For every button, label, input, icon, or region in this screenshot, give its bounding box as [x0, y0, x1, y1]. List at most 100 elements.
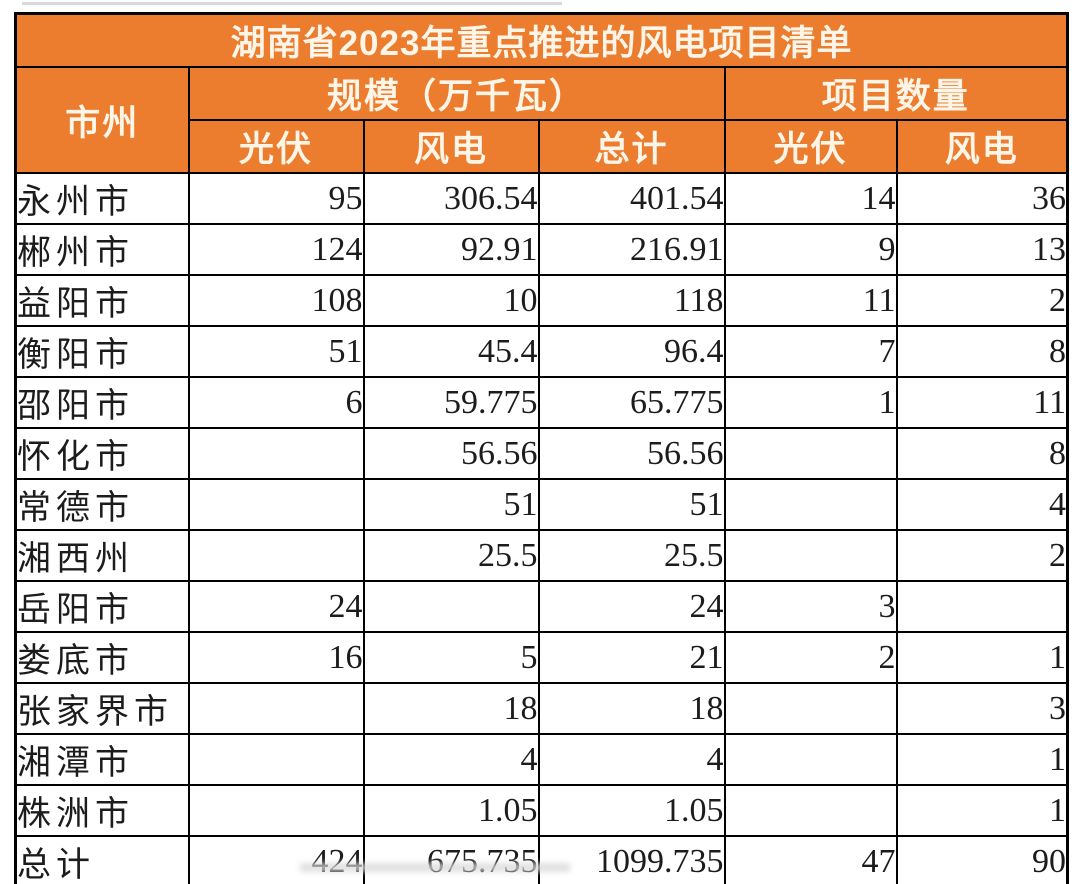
table-title: 湖南省2023年重点推进的风电项目清单 — [14, 12, 1069, 68]
scale-pv-cell: 24 — [187, 580, 365, 633]
header-group-row: 市州 规模（万千瓦） 项目数量 — [14, 66, 1069, 174]
scale-pv-cell — [187, 427, 365, 480]
scale-pv-cell — [187, 529, 365, 582]
count-pv-cell — [723, 529, 898, 582]
count-wind-cell: 36 — [895, 172, 1069, 225]
city-cell: 株洲市 — [14, 784, 190, 837]
count-pv-cell: 47 — [723, 835, 898, 884]
scale-wind-cell: 45.4 — [362, 325, 540, 378]
scale-total-cell: 1099.735 — [537, 835, 726, 884]
city-cell: 总计 — [14, 835, 190, 884]
count-wind-cell: 1 — [895, 733, 1069, 786]
scale-pv-cell — [187, 682, 365, 735]
count-pv-cell — [723, 733, 898, 786]
table-row: 怀化市 56.56 56.56 8 — [14, 427, 1069, 480]
count-wind-cell: 90 — [895, 835, 1069, 884]
scale-wind-cell: 59.775 — [362, 376, 540, 429]
scale-total-cell: 56.56 — [537, 427, 726, 480]
scale-total-cell: 65.775 — [537, 376, 726, 429]
table-row: 张家界市 18 18 3 — [14, 682, 1069, 735]
scale-pv-cell: 424 — [187, 835, 365, 884]
city-cell: 常德市 — [14, 478, 190, 531]
header-scale-group: 规模（万千瓦） — [187, 66, 726, 121]
city-cell: 益阳市 — [14, 274, 190, 327]
table-row: 邵阳市 6 59.775 65.775 1 11 — [14, 376, 1069, 429]
count-pv-cell: 7 — [723, 325, 898, 378]
table-row: 郴州市 124 92.91 216.91 9 13 — [14, 223, 1069, 276]
count-wind-cell — [895, 580, 1069, 633]
scale-pv-cell: 6 — [187, 376, 365, 429]
city-cell: 郴州市 — [14, 223, 190, 276]
table-row: 衡阳市 51 45.4 96.4 7 8 — [14, 325, 1069, 378]
table-row: 湘西州 25.5 25.5 2 — [14, 529, 1069, 582]
top-crop-artifact — [22, 2, 562, 5]
city-cell: 衡阳市 — [14, 325, 190, 378]
header-city: 市州 — [14, 66, 190, 174]
city-cell: 湘西州 — [14, 529, 190, 582]
scale-total-cell: 96.4 — [537, 325, 726, 378]
table-row: 常德市 51 51 4 — [14, 478, 1069, 531]
city-cell: 张家界市 — [14, 682, 190, 735]
count-pv-cell — [723, 784, 898, 837]
scale-wind-cell: 92.91 — [362, 223, 540, 276]
table-row: 岳阳市 24 24 3 — [14, 580, 1069, 633]
city-cell: 湘潭市 — [14, 733, 190, 786]
table-row: 湘潭市 4 4 1 — [14, 733, 1069, 786]
scale-pv-cell — [187, 733, 365, 786]
scale-total-cell: 51 — [537, 478, 726, 531]
scale-pv-cell: 51 — [187, 325, 365, 378]
scale-pv-cell — [187, 478, 365, 531]
city-cell: 邵阳市 — [14, 376, 190, 429]
header-scale-wind: 风电 — [362, 119, 540, 174]
count-wind-cell: 11 — [895, 376, 1069, 429]
scale-wind-cell: 10 — [362, 274, 540, 327]
count-pv-cell: 11 — [723, 274, 898, 327]
scale-wind-cell: 4 — [362, 733, 540, 786]
count-pv-cell — [723, 682, 898, 735]
city-cell: 娄底市 — [14, 631, 190, 684]
count-pv-cell: 9 — [723, 223, 898, 276]
count-pv-cell: 14 — [723, 172, 898, 225]
scale-wind-cell: 18 — [362, 682, 540, 735]
count-pv-cell — [723, 427, 898, 480]
table-row: 益阳市 108 10 118 11 2 — [14, 274, 1069, 327]
scale-total-cell: 401.54 — [537, 172, 726, 225]
scale-total-cell: 4 — [537, 733, 726, 786]
count-wind-cell: 3 — [895, 682, 1069, 735]
scale-total-cell: 24 — [537, 580, 726, 633]
count-wind-cell: 2 — [895, 274, 1069, 327]
scale-total-cell: 118 — [537, 274, 726, 327]
count-pv-cell — [723, 478, 898, 531]
wind-projects-table: 湖南省2023年重点推进的风电项目清单 市州 规模（万千瓦） 项目数量 光伏 风… — [14, 12, 1070, 884]
scale-wind-cell: 25.5 — [362, 529, 540, 582]
count-wind-cell: 4 — [895, 478, 1069, 531]
scale-pv-cell: 16 — [187, 631, 365, 684]
scale-total-cell: 1.05 — [537, 784, 726, 837]
header-scale-pv: 光伏 — [187, 119, 365, 174]
scale-total-cell: 25.5 — [537, 529, 726, 582]
count-wind-cell: 8 — [895, 427, 1069, 480]
scale-wind-cell — [362, 580, 540, 633]
header-count-pv: 光伏 — [723, 119, 898, 174]
scale-wind-cell: 306.54 — [362, 172, 540, 225]
table-row: 永州市 95 306.54 401.54 14 36 — [14, 172, 1069, 225]
scale-wind-cell: 5 — [362, 631, 540, 684]
city-cell: 永州市 — [14, 172, 190, 225]
count-pv-cell: 3 — [723, 580, 898, 633]
title-row: 湖南省2023年重点推进的风电项目清单 — [14, 12, 1069, 68]
scale-pv-cell — [187, 784, 365, 837]
scale-wind-cell: 56.56 — [362, 427, 540, 480]
header-sub-row: 光伏 风电 总计 光伏 风电 — [16, 119, 1069, 174]
scale-pv-cell: 108 — [187, 274, 365, 327]
table-row-total: 总计 424 675.735 1099.735 47 90 — [14, 835, 1069, 884]
count-wind-cell: 1 — [895, 631, 1069, 684]
scale-total-cell: 216.91 — [537, 223, 726, 276]
header-scale-total: 总计 — [537, 119, 726, 174]
scale-pv-cell: 124 — [187, 223, 365, 276]
count-pv-cell: 2 — [723, 631, 898, 684]
count-pv-cell: 1 — [723, 376, 898, 429]
count-wind-cell: 8 — [895, 325, 1069, 378]
scale-wind-cell: 675.735 — [362, 835, 540, 884]
table-row: 娄底市 16 5 21 2 1 — [14, 631, 1069, 684]
